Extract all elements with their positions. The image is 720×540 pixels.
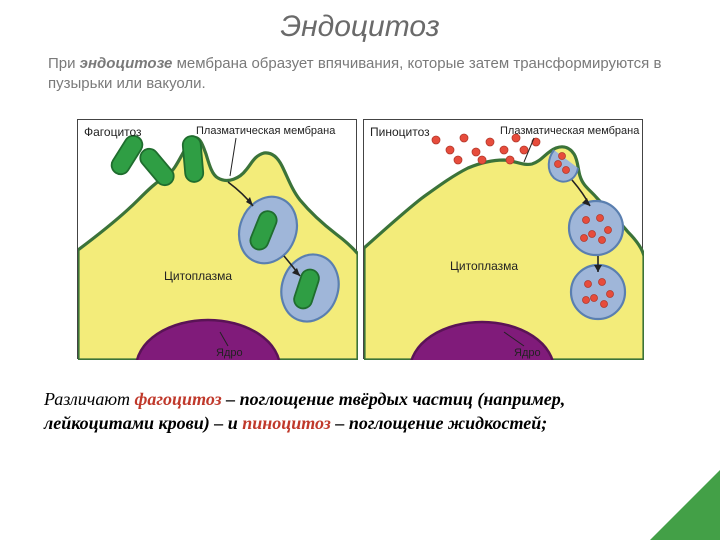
panel-title: Фагоцитоз	[84, 125, 142, 139]
corner-accent	[640, 470, 720, 540]
svg-text:Плазматическая мембрана: Плазматическая мембрана	[196, 125, 336, 137]
bacterium	[137, 145, 178, 189]
cap-red-2: пиноцитоз	[242, 413, 331, 433]
cap-red-1: фагоцитоз	[135, 389, 222, 409]
phagocytosis-panel: Фагоцитоз Плазматическая мембрана Цитопл…	[77, 119, 357, 359]
svg-text:Плазматическая мембрана: Плазматическая мембрана	[500, 125, 640, 137]
description: При эндоцитозе мембрана образует впячива…	[48, 54, 672, 95]
diagram-row: Фагоцитоз Плазматическая мембрана Цитопл…	[0, 119, 720, 359]
bacterium	[182, 135, 204, 182]
svg-text:Ядро: Ядро	[216, 347, 243, 359]
label-cytoplasm: Цитоплазма	[450, 259, 518, 273]
label-cytoplasm: Цитоплазма	[164, 269, 232, 283]
caption: Различают фагоцитоз – поглощение твёрдых…	[44, 387, 676, 436]
desc-prefix: При	[48, 55, 80, 72]
pinocytosis-panel: Пиноцитоз Плазматическая мембрана Цитопл…	[363, 119, 643, 359]
svg-text:Цитоплазма: Цитоплазма	[164, 269, 232, 283]
svg-text:Цитоплазма: Цитоплазма	[450, 259, 518, 273]
cap-p1: Различают	[44, 389, 135, 409]
vesicle-2	[571, 265, 625, 319]
pinocytosis-svg: Пиноцитоз Плазматическая мембрана Цитопл…	[364, 120, 644, 360]
cap-p5: – поглощение жидкостей;	[331, 413, 547, 433]
panel-title: Пиноцитоз	[370, 125, 430, 139]
vesicle-1	[569, 201, 623, 255]
page-title: Эндоцитоз	[0, 10, 720, 44]
phagocytosis-svg: Фагоцитоз Плазматическая мембрана Цитопл…	[78, 120, 358, 360]
svg-text:Ядро: Ядро	[514, 347, 541, 359]
desc-emph: эндоцитозе	[80, 55, 173, 72]
